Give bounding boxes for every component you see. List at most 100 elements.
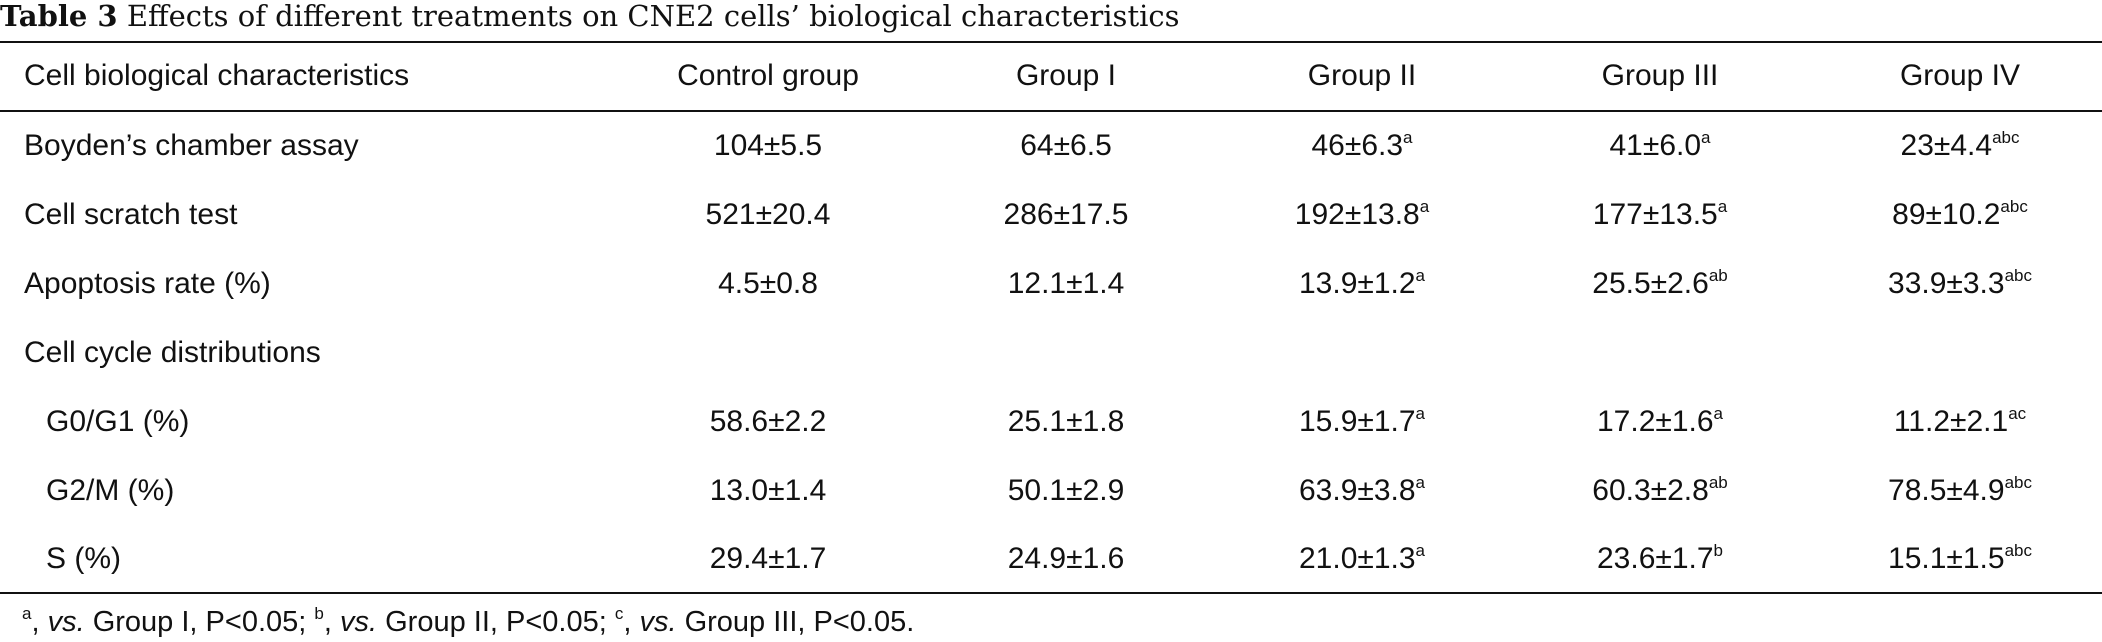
footnote-vs: vs. (639, 606, 677, 638)
table-cell: 192±13.8a (1295, 197, 1429, 233)
cell-superscript: abc (2000, 197, 2028, 216)
footnote-text: Group III, P<0.05. (676, 606, 915, 638)
cell-superscript: a (1701, 128, 1711, 147)
cell-superscript: a (1717, 197, 1728, 216)
table-caption-label: Table 3 (0, 0, 118, 33)
cell-superscript: ac (2008, 404, 2027, 423)
cell-value: 4.5±0.8 (718, 267, 818, 300)
table-cell: 521±20.4 (706, 197, 831, 233)
cell-value: 11.2±2.1 (1893, 405, 2009, 438)
cell-superscript: abc (2004, 473, 2032, 492)
table-cell: 25.1±1.8 (1008, 404, 1125, 440)
footnote-text: Group I, P<0.05; (84, 606, 315, 638)
cell-value: 50.1±2.9 (1007, 474, 1125, 507)
cell-value: 33.9±3.3 (1888, 267, 2005, 300)
cell-superscript: a (1415, 473, 1426, 492)
row-label: S (%) (46, 542, 121, 575)
row-label: G0/G1 (%) (46, 405, 190, 438)
cell-value: 60.3±2.8 (1592, 474, 1709, 507)
cell-value: 23±4.4 (1900, 129, 1993, 162)
row-label: G2/M (%) (46, 474, 175, 507)
cell-value: 58.6±2.2 (709, 405, 827, 438)
cell-value: 192±13.8 (1294, 198, 1420, 231)
column-header: Group I (1015, 59, 1117, 92)
cell-value: 89±10.2 (1892, 198, 2001, 231)
row-section-label: Cell cycle distributions (24, 336, 321, 369)
cell-superscript: a (1419, 197, 1430, 216)
table-cell: 15.9±1.7a (1299, 404, 1425, 440)
cell-value: 24.9±1.6 (1007, 542, 1125, 575)
cell-superscript: a (1415, 541, 1426, 560)
cell-value: 177±13.5 (1592, 198, 1718, 231)
cell-superscript: ab (1708, 473, 1728, 492)
cell-superscript: abc (2004, 266, 2032, 285)
column-header: Group II (1307, 59, 1417, 92)
table-cell: 12.1±1.4 (1008, 266, 1125, 302)
table-top-rule (0, 41, 2102, 43)
cell-value: 13.9±1.2 (1298, 267, 1416, 300)
cell-value: 15.9±1.7 (1298, 405, 1416, 438)
table-cell: 41±6.0a (1609, 128, 1710, 164)
cell-value: 25.5±2.6 (1592, 267, 1709, 300)
table-cell: 4.5±0.8 (718, 266, 818, 302)
cell-value: 286±17.5 (1003, 198, 1129, 231)
table-cell: 89±10.2abc (1892, 197, 2028, 233)
table-cell: 25.5±2.6ab (1592, 266, 1727, 302)
table-cell: 60.3±2.8ab (1592, 473, 1727, 509)
column-header: Control group (677, 59, 859, 92)
table-cell: 46±6.3a (1311, 128, 1412, 164)
table-header-rule (0, 110, 2102, 112)
table-cell: 17.2±1.6a (1597, 404, 1723, 440)
footnote-marker: a (22, 604, 32, 623)
footnote-vs: vs. (47, 606, 85, 638)
table-cell: 24.9±1.6 (1008, 541, 1125, 577)
cell-value: 25.1±1.8 (1007, 405, 1125, 438)
table-cell: 15.1±1.5abc (1888, 541, 2032, 577)
table-cell: 21.0±1.3a (1299, 541, 1425, 577)
row-label: Apoptosis rate (%) (24, 267, 271, 300)
table-cell: 23.6±1.7b (1597, 541, 1723, 577)
cell-value: 17.2±1.6 (1596, 405, 1714, 438)
cell-value: 46±6.3 (1311, 129, 1404, 162)
cell-superscript: a (1415, 266, 1426, 285)
table-bottom-rule (0, 592, 2102, 594)
table-cell: 104±5.5 (714, 128, 822, 164)
table-caption-text: Effects of different treatments on CNE2 … (126, 0, 1180, 33)
cell-superscript: a (1403, 128, 1413, 147)
cell-value: 104±5.5 (713, 129, 823, 162)
row-label: Boyden’s chamber assay (24, 129, 359, 162)
cell-superscript: ab (1708, 266, 1728, 285)
table-cell: 50.1±2.9 (1008, 473, 1125, 509)
row-label: Cell scratch test (24, 198, 238, 231)
table-cell: 13.9±1.2a (1299, 266, 1425, 302)
cell-value: 12.1±1.4 (1007, 267, 1125, 300)
cell-value: 78.5±4.9 (1888, 474, 2005, 507)
table-cell: 13.0±1.4 (710, 473, 827, 509)
footnote-text: Group II, P<0.05; (377, 606, 615, 638)
table-cell: 64±6.5 (1020, 128, 1112, 164)
table-cell: 11.2±2.1ac (1894, 404, 2026, 440)
table-cell: 177±13.5a (1593, 197, 1727, 233)
cell-superscript: a (1415, 404, 1426, 423)
cell-superscript: b (1713, 541, 1724, 560)
footnote-vs: vs. (339, 606, 378, 638)
cell-value: 15.1±1.5 (1888, 542, 2005, 575)
table-cell: 78.5±4.9abc (1888, 473, 2032, 509)
footnote-marker: c (614, 604, 624, 623)
cell-value: 41±6.0 (1609, 129, 1702, 162)
table-cell: 33.9±3.3abc (1888, 266, 2032, 302)
cell-value: 521±20.4 (705, 198, 831, 231)
table-caption: Table 3 Effects of different treatments … (0, 0, 2102, 40)
cell-value: 23.6±1.7 (1596, 542, 1714, 575)
table-cell: 63.9±3.8a (1299, 473, 1425, 509)
cell-superscript: abc (1992, 128, 2020, 147)
cell-value: 29.4±1.7 (709, 542, 827, 575)
table-cell: 23±4.4abc (1901, 128, 2020, 164)
column-header: Cell biological characteristics (24, 59, 410, 92)
column-header: Group III (1601, 59, 1719, 92)
cell-value: 21.0±1.3 (1298, 542, 1416, 575)
cell-superscript: abc (2004, 541, 2032, 560)
cell-superscript: a (1713, 404, 1724, 423)
column-header: Group IV (1899, 59, 2021, 92)
cell-value: 13.0±1.4 (709, 474, 827, 507)
